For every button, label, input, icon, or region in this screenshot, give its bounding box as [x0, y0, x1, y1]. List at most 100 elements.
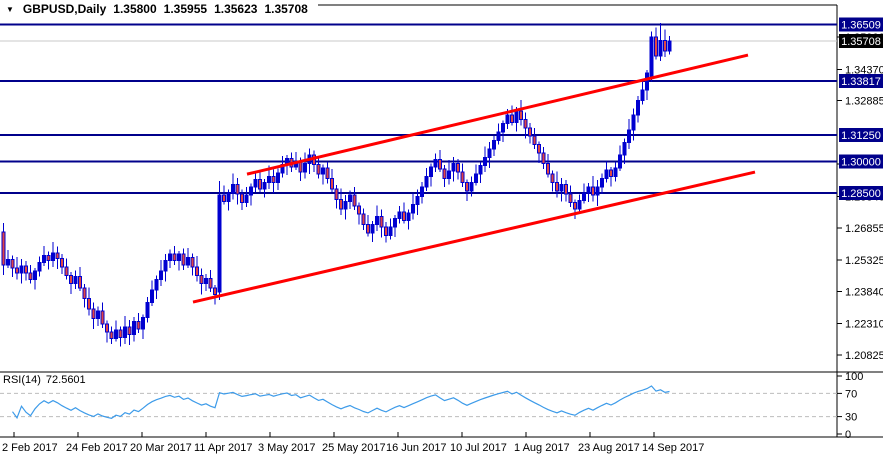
ohlc-high: 1.35955: [163, 2, 208, 16]
bull-candle: [667, 40, 672, 52]
bull-candle: [42, 254, 46, 264]
bear-candle: [591, 186, 595, 196]
bear-candle: [213, 287, 217, 295]
price-level-tag-text: 1.28500: [841, 188, 881, 200]
price-tick-label: 1.20825: [845, 350, 883, 362]
bear-candle: [78, 275, 82, 289]
bear-candle: [460, 171, 465, 184]
time-tick-label: 10 Jul 2017: [450, 442, 507, 454]
time-tick-label: 11 Apr 2017: [194, 442, 253, 454]
bear-candle: [87, 297, 91, 310]
bear-candle: [271, 175, 276, 184]
chart-frame: [0, 4, 883, 438]
bull-candle: [370, 224, 375, 234]
bull-candle: [600, 177, 604, 188]
bull-candle: [226, 192, 231, 203]
bull-candle: [163, 260, 168, 272]
time-tick-label: 2 Feb 2017: [2, 442, 58, 454]
ohlc-low: 1.35623: [214, 2, 258, 16]
bear-candle: [208, 277, 213, 289]
bear-candle: [379, 215, 384, 228]
bear-candle: [60, 257, 64, 268]
rsi-tick-label: 100: [845, 371, 863, 383]
bear-candle: [366, 224, 370, 234]
bear-candle: [550, 173, 555, 184]
price-level-tag-text: 1.35708: [841, 36, 881, 48]
bull-candle: [447, 170, 451, 179]
bull-candle: [159, 270, 163, 281]
bull-candle: [622, 142, 627, 156]
price-level-tag-text: 1.36509: [841, 19, 881, 31]
trendline[interactable]: [192, 170, 756, 304]
bull-candle: [132, 321, 136, 335]
trendline[interactable]: [246, 53, 749, 176]
rsi-line: [12, 385, 670, 420]
bull-candle: [267, 175, 271, 184]
time-tick-label: 23 Aug 2017: [578, 442, 640, 454]
bear-candle: [10, 258, 15, 269]
bull-candle: [406, 212, 411, 221]
time-tick-label: 1 Aug 2017: [514, 442, 570, 454]
bear-candle: [541, 152, 546, 165]
price-tick-label: 1.25325: [845, 255, 883, 267]
bear-candle: [330, 177, 334, 190]
bear-candle: [537, 144, 541, 154]
time-axis[interactable]: 2 Feb 2017 24 Feb 2017 20 Mar 2017 11 Apr 2…: [2, 432, 704, 454]
bull-candle: [253, 178, 258, 188]
bull-candle: [640, 89, 645, 101]
trendlines[interactable]: [192, 53, 756, 304]
bull-candle: [420, 186, 424, 197]
bull-candle: [33, 270, 37, 281]
bear-candle: [442, 168, 447, 179]
bear-candle: [352, 194, 357, 207]
bull-candle: [649, 36, 654, 78]
bull-candle: [501, 123, 505, 133]
bear-candle: [384, 226, 388, 236]
bull-candle: [492, 139, 496, 150]
bull-candle: [411, 204, 415, 214]
bull-candle: [469, 182, 474, 192]
bear-candle: [195, 266, 199, 276]
symbol-period-label: GBPUSD,Daily: [22, 2, 107, 16]
bear-candle: [258, 178, 262, 190]
symbol-dropdown-icon[interactable]: ▼: [6, 4, 14, 14]
bull-candle: [627, 129, 631, 144]
bull-candle: [483, 156, 487, 167]
price-level-tag: [839, 186, 883, 201]
bull-candle: [96, 310, 100, 319]
bear-candle: [609, 169, 613, 177]
time-tick-label: 25 May 2017: [322, 442, 386, 454]
bull-candle: [145, 302, 150, 318]
bear-candle: [546, 163, 550, 175]
bear-candle: [532, 135, 537, 146]
bull-candle: [586, 186, 591, 194]
horizontal-level-lines[interactable]: [0, 23, 837, 195]
bull-candle: [321, 167, 325, 175]
bull-candle: [424, 175, 429, 188]
time-tick-label: 24 Feb 2017: [66, 442, 128, 454]
bull-candle: [249, 186, 253, 196]
time-tick-label: 14 Sep 2017: [642, 442, 704, 454]
bull-candle: [505, 114, 510, 125]
bear-candle: [361, 213, 366, 226]
bull-candle: [168, 253, 172, 262]
bull-candle: [582, 192, 586, 201]
price-tick-label: 1.26855: [845, 223, 883, 235]
bull-candle: [429, 166, 433, 177]
bull-candle: [604, 169, 609, 179]
bull-candle: [204, 277, 208, 285]
rsi-indicator-label: RSI(14) 72.5601: [3, 374, 86, 386]
bear-candle: [510, 114, 514, 124]
bull-candle: [141, 316, 145, 330]
bear-candle: [100, 310, 105, 325]
bear-candle: [172, 253, 177, 262]
bull-candle: [433, 158, 438, 168]
bull-candle: [37, 262, 42, 272]
bear-candle: [136, 321, 141, 330]
bear-candle: [222, 194, 226, 203]
bull-candle: [393, 217, 397, 228]
bear-candle: [316, 164, 321, 175]
price-level-tag: [839, 154, 883, 169]
bull-candle: [303, 163, 307, 173]
